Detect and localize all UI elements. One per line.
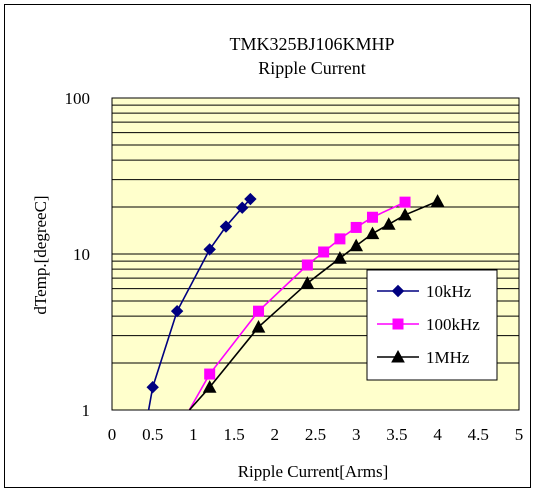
y-tick-label: 1 — [82, 401, 91, 420]
data-point — [333, 251, 347, 264]
x-tick-label: 4 — [433, 425, 442, 444]
data-point — [381, 217, 396, 230]
data-point — [349, 238, 364, 252]
legend: 10kHz 100kHz 1MHz — [366, 269, 498, 381]
y-tick-label: 10 — [73, 245, 90, 264]
chart-subtitle: Ripple Current — [258, 58, 365, 78]
data-point — [334, 233, 346, 245]
x-tick-label: 5 — [515, 425, 524, 444]
plot-border — [111, 97, 520, 411]
legend-label: 100kHz — [426, 315, 480, 334]
chart-title: TMK325BJ106KMHP — [229, 34, 394, 54]
series-10kHz — [146, 192, 257, 410]
x-tick-label: 3.5 — [386, 425, 407, 444]
data-point — [203, 243, 216, 256]
x-tick-label: 1.5 — [223, 425, 244, 444]
series-line — [188, 200, 438, 410]
data-point — [146, 380, 159, 394]
data-point — [202, 380, 217, 393]
x-tick-label: 3 — [352, 425, 361, 444]
series-1MHz — [188, 194, 445, 410]
y-tick-label: 100 — [65, 89, 91, 108]
legend-box — [366, 269, 498, 381]
series-100kHz — [188, 196, 411, 410]
legend-label: 1MHz — [426, 348, 470, 367]
data-point — [318, 246, 330, 258]
x-tick-label: 0.5 — [142, 425, 163, 444]
legend-marker — [392, 318, 404, 330]
data-point — [219, 220, 233, 233]
data-point — [253, 305, 265, 317]
x-axis-label: Ripple Current[Arms] — [238, 462, 389, 481]
data-point — [170, 304, 184, 318]
x-tick-label: 2 — [271, 425, 280, 444]
data-point — [430, 194, 445, 207]
data-point — [244, 192, 257, 206]
data-point — [399, 196, 411, 208]
data-point — [350, 221, 362, 233]
data-point — [365, 226, 380, 240]
data-point — [366, 211, 378, 223]
x-tick-label: 0 — [108, 425, 117, 444]
x-tick-label: 1 — [189, 425, 198, 444]
data-point — [251, 320, 266, 333]
data-point — [301, 259, 313, 271]
y-axis-label: dTemp.[degreeC] — [31, 195, 50, 314]
data-point — [204, 368, 216, 380]
data-point — [236, 201, 249, 214]
series-group — [146, 192, 445, 410]
x-tick-label: 4.5 — [468, 425, 489, 444]
legend-marker — [391, 349, 405, 363]
data-point — [398, 207, 412, 221]
data-point — [300, 276, 315, 289]
legend-label: 10kHz — [426, 282, 472, 301]
legend-marker — [391, 284, 405, 298]
tick-labels: 0 0.5 1 1.5 2 2.5 3 3.5 4 4.5 5 1 10 100 — [65, 89, 524, 444]
x-tick-label: 2.5 — [305, 425, 326, 444]
